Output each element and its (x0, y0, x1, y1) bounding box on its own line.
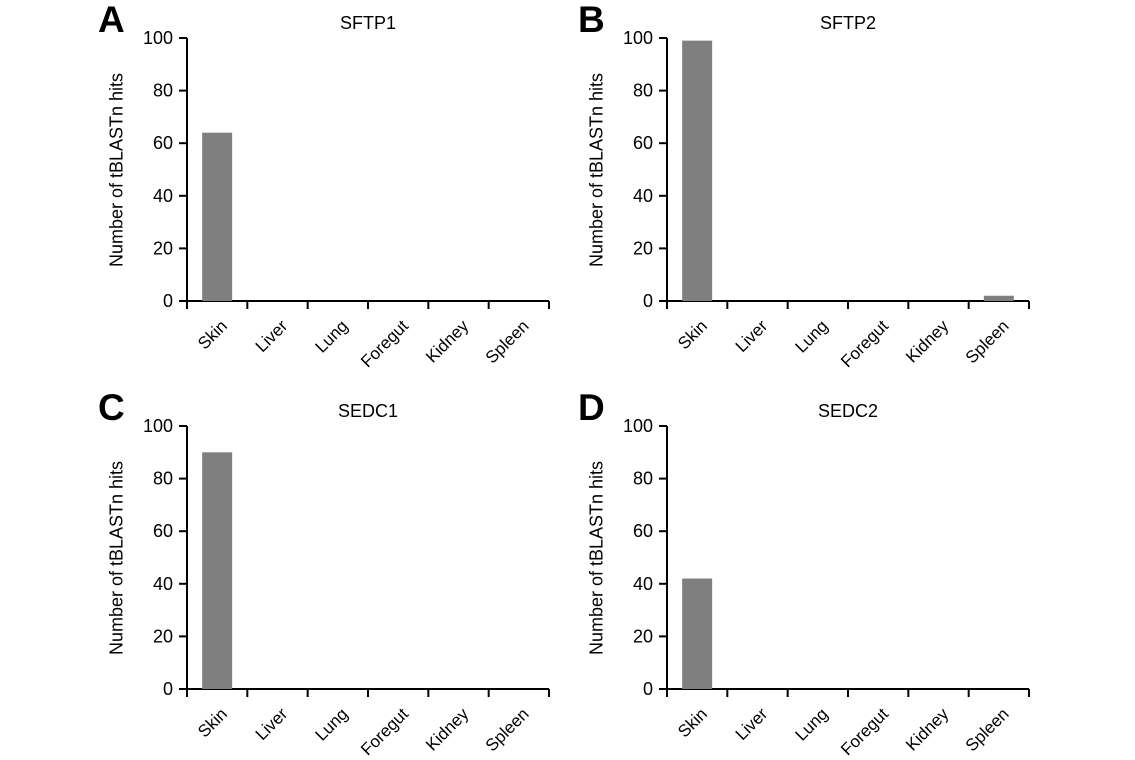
bar-spleen (983, 295, 1014, 301)
y-axis-title: Number of tBLASTn hits (106, 460, 127, 656)
x-category-label: Liver (732, 704, 772, 744)
chart-panel-c: 0 20 40 60 80 100 Skin Liver Lung Foregut Kidney Sp… (90, 387, 570, 760)
y-tick-label: 20 (153, 238, 173, 258)
bar-skin (202, 132, 233, 301)
chart-panel-a: 0 20 40 60 80 100 Skin Liver Lung Foregut Kidney Sp… (90, 0, 570, 372)
x-category-label: Spleen (482, 316, 533, 367)
y-tick-label: 80 (153, 81, 173, 101)
y-tick-label: 60 (153, 133, 173, 153)
chart-canvas: 0 20 40 60 80 100 Skin Liver Lung Foregut Kidney Sp… (143, 28, 550, 371)
chart-panel-b: 0 20 40 60 80 100 Skin Liver Lung Foregut Kidney Sp… (570, 0, 1050, 372)
bar-skin (682, 578, 713, 689)
x-category-label: Foregut (837, 316, 892, 371)
x-category-label: Lung (791, 316, 831, 356)
x-category-label: Liver (732, 316, 772, 356)
panel-letter: B (578, 0, 605, 40)
y-tick-label: 40 (153, 574, 173, 594)
x-category-label: Lung (311, 704, 351, 744)
y-tick-label: 100 (143, 28, 173, 48)
y-tick-label: 80 (153, 469, 173, 489)
x-category-label: Skin (674, 316, 711, 353)
x-category-label: Kidney (422, 704, 473, 755)
x-category-label: Lung (791, 704, 831, 744)
y-tick-label: 60 (633, 133, 653, 153)
y-tick-label: 0 (643, 679, 653, 699)
y-tick-label: 40 (633, 574, 653, 594)
x-category-label: Foregut (837, 704, 892, 759)
y-tick-label: 20 (153, 626, 173, 646)
plot-area: 0 20 40 60 80 100 Skin Liver Lung Foregut Kidney Sp… (90, 0, 570, 372)
x-category-label: Spleen (962, 704, 1013, 755)
y-tick-label: 100 (143, 416, 173, 436)
y-tick-label: 0 (163, 291, 173, 311)
chart-panel-d: 0 20 40 60 80 100 Skin Liver Lung Foregut Kidney Sp… (570, 387, 1050, 760)
x-category-label: Skin (194, 316, 231, 353)
x-category-label: Foregut (357, 316, 412, 371)
panel-letter: A (98, 0, 125, 40)
y-tick-label: 100 (623, 28, 653, 48)
x-category-label: Liver (252, 704, 292, 744)
chart-title: SEDC1 (337, 401, 399, 421)
bar-skin (682, 40, 713, 301)
chart-canvas: 0 20 40 60 80 100 Skin Liver Lung Foregut Kidney Sp… (143, 416, 550, 759)
y-tick-label: 20 (633, 238, 653, 258)
x-category-label: Skin (674, 704, 711, 741)
y-tick-label: 60 (153, 521, 173, 541)
chart-canvas: 0 20 40 60 80 100 Skin Liver Lung Foregut Kidney Sp… (623, 28, 1030, 371)
y-tick-label: 40 (153, 186, 173, 206)
y-tick-label: 40 (633, 186, 653, 206)
y-tick-label: 100 (623, 416, 653, 436)
x-category-label: Skin (194, 704, 231, 741)
panel-letter: D (578, 387, 605, 428)
plot-area: 0 20 40 60 80 100 Skin Liver Lung Foregut Kidney Sp… (570, 0, 1050, 372)
chart-title: SFTP2 (819, 13, 876, 33)
y-tick-label: 60 (633, 521, 653, 541)
chart-canvas: 0 20 40 60 80 100 Skin Liver Lung Foregut Kidney Sp… (623, 416, 1030, 759)
panel-letter: C (98, 387, 125, 428)
plot-area: 0 20 40 60 80 100 Skin Liver Lung Foregut Kidney Sp… (570, 388, 1050, 760)
chart-title: SEDC2 (817, 401, 879, 421)
x-category-label: Spleen (482, 704, 533, 755)
x-category-label: Lung (311, 316, 351, 356)
x-category-label: Liver (252, 316, 292, 356)
x-category-label: Kidney (422, 316, 473, 367)
x-category-label: Foregut (357, 704, 412, 759)
bar-skin (202, 452, 233, 689)
y-tick-label: 80 (633, 81, 653, 101)
chart-title: SFTP1 (339, 13, 396, 33)
y-axis-title: Number of tBLASTn hits (586, 72, 607, 268)
y-tick-label: 0 (163, 679, 173, 699)
plot-area: 0 20 40 60 80 100 Skin Liver Lung Foregut Kidney Sp… (90, 388, 570, 760)
y-axis-title: Number of tBLASTn hits (586, 460, 607, 656)
x-category-label: Spleen (962, 316, 1013, 367)
y-tick-label: 20 (633, 626, 653, 646)
x-category-label: Kidney (902, 704, 953, 755)
y-tick-label: 80 (633, 469, 653, 489)
x-category-label: Kidney (902, 316, 953, 367)
y-axis-title: Number of tBLASTn hits (106, 72, 127, 268)
y-tick-label: 0 (643, 291, 653, 311)
